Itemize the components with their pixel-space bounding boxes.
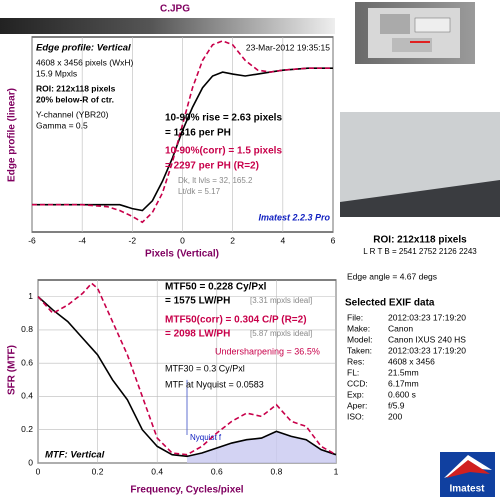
annotation: [5.87 mpxls ideal] (250, 329, 312, 338)
nyquist-label: Nyquist f (190, 433, 222, 442)
y-tick-label: 0 (28, 457, 33, 467)
exif-value: f/5.9 (388, 400, 405, 410)
exif-key: File: (347, 312, 363, 322)
x-tick-label: -4 (78, 235, 86, 245)
y-axis-label: SFR (MTF) (7, 345, 18, 395)
series-line (37, 296, 337, 458)
exif-value: 2012:03:23 17:19:20 (388, 312, 466, 322)
nyquist-area (187, 431, 336, 463)
y-axis-label: Edge profile (linear) (7, 88, 18, 182)
annotation: Imatest 2.2.3 Pro (258, 212, 330, 222)
logo: Imatest (440, 452, 495, 497)
exif-key: FL: (347, 367, 359, 377)
edge-angle: Edge angle = 4.67 degs (347, 271, 437, 281)
x-tick-label: 4 (280, 235, 285, 245)
annotation: 10-90%(corr) = 1.5 pixels (165, 146, 282, 157)
exif-key: Res: (347, 356, 364, 366)
y-tick-label: 1 (28, 291, 33, 301)
exif-title: Selected EXIF data (345, 298, 435, 309)
chart-title: MTF: Vertical (45, 450, 105, 461)
annotation: Undersharpening = 36.5% (215, 346, 320, 356)
x-tick-label: 0 (36, 466, 41, 476)
annotation: = 1316 per PH (165, 128, 231, 139)
annotation: Gamma = 0.5 (36, 120, 88, 130)
series-line (32, 67, 333, 212)
y-tick-label: 0.2 (21, 424, 33, 434)
x-tick-label: 2 (230, 235, 235, 245)
x-tick-label: 0.6 (211, 466, 223, 476)
y-tick-label: 0.6 (21, 357, 33, 367)
annotation: Lt/dk = 5.17 (178, 187, 221, 196)
annotation: = 1575 LW/PH (165, 296, 230, 307)
y-tick-label: 0.4 (21, 391, 33, 401)
annotation: 15.9 Mpxls (36, 68, 77, 78)
exif-key: Taken: (347, 345, 372, 355)
roi-label: ROI: 212x118 pixels (373, 235, 467, 246)
x-tick-label: -6 (28, 235, 36, 245)
exif-key: ISO: (347, 411, 364, 421)
annotation: MTF at Nyquist = 0.0583 (165, 379, 264, 389)
exif-key: Model: (347, 334, 373, 344)
x-tick-label: 0.4 (151, 466, 163, 476)
x-axis-label: Frequency, Cycles/pixel (130, 485, 243, 496)
series-line (37, 282, 337, 456)
chart-title: Edge profile: Vertical (36, 43, 131, 54)
logo-text: Imatest (449, 484, 485, 495)
exif-key: Exp: (347, 389, 364, 399)
x-axis-label: Pixels (Vertical) (145, 249, 219, 260)
annotation: [3.31 mpxls ideal] (250, 296, 312, 305)
chart-date: 23-Mar-2012 19:35:15 (246, 42, 330, 52)
exif-key: Make: (347, 323, 370, 333)
annotation: = 2098 LW/PH (165, 329, 230, 340)
file-title: C.JPG (160, 4, 190, 15)
annotation: ROI: 212x118 pixels (36, 83, 116, 93)
x-tick-label: 1 (334, 466, 339, 476)
annotation: Dk, lt lvls = 32, 165.2 (178, 176, 253, 185)
series-line (32, 40, 333, 224)
x-tick-label: 6 (331, 235, 336, 245)
exif-value: Canon (388, 323, 413, 333)
annotation: = 2297 per PH (R=2) (165, 161, 259, 172)
exif-value: 6.17mm (388, 378, 419, 388)
x-tick-label: 0.8 (270, 466, 282, 476)
exif-value: 200 (388, 411, 402, 421)
y-tick-label: 0.8 (21, 324, 33, 334)
annotation: 10-90% rise = 2.63 pixels (165, 113, 282, 124)
gradient-bar (0, 18, 335, 34)
annotation: 4608 x 3456 pixels (WxH) (36, 57, 133, 67)
annotation: MTF50(corr) = 0.304 C/P (R=2) (165, 315, 307, 326)
x-tick-label: 0 (180, 235, 185, 245)
annotation: 20% below-R of ctr. (36, 94, 114, 104)
exif-value: 2012:03:23 17:19:20 (388, 345, 466, 355)
x-tick-label: -2 (129, 235, 137, 245)
annotation: MTF30 = 0.3 Cy/Pxl (165, 363, 245, 373)
roi-coords: L R T B = 2541 2752 2126 2243 (363, 247, 477, 256)
x-tick-label: 0.2 (92, 466, 104, 476)
exif-key: CCD: (347, 378, 368, 388)
edge-image (340, 112, 500, 217)
roi-thumbnail (355, 2, 475, 64)
annotation: MTF50 = 0.228 Cy/Pxl (165, 282, 267, 293)
exif-value: Canon IXUS 240 HS (388, 334, 466, 344)
exif-value: 4608 x 3456 (388, 356, 435, 366)
exif-value: 21.5mm (388, 367, 419, 377)
exif-key: Aper: (347, 400, 367, 410)
exif-value: 0.600 s (388, 389, 416, 399)
annotation: Y-channel (YBR20) (36, 109, 109, 119)
